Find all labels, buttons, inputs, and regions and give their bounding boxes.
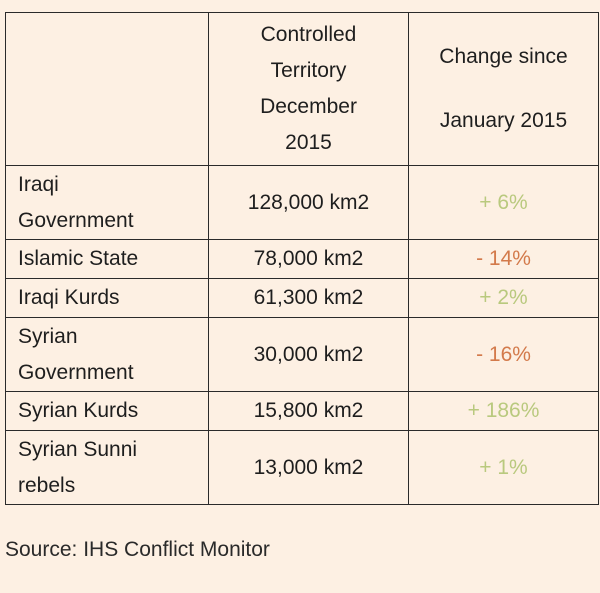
header-empty-cell	[5, 12, 209, 166]
header-col2-line: December	[260, 95, 357, 118]
row-name: Syrian Sunni rebels	[5, 430, 209, 505]
table-row: Syrian Government 30,000 km2 - 16%	[5, 317, 599, 392]
table-row: Iraqi Kurds 61,300 km2 + 2%	[5, 278, 599, 318]
row-name-line: Syrian Kurds	[18, 399, 139, 422]
row-name: Iraqi Kurds	[5, 278, 209, 318]
row-name-line: Iraqi	[18, 172, 59, 196]
row-change: + 6%	[408, 165, 599, 240]
row-name: Islamic State	[5, 239, 209, 279]
row-name-line: Syrian Sunni	[18, 437, 138, 461]
table-row: Islamic State 78,000 km2 - 14%	[5, 239, 599, 279]
header-change-since: Change since January 2015	[408, 12, 599, 166]
row-name-line: Government	[18, 360, 134, 384]
table-header-row: Controlled Territory December 2015 Chang…	[5, 12, 599, 166]
row-area: 30,000 km2	[208, 317, 409, 392]
row-change: - 14%	[408, 239, 599, 279]
header-col3-line: January 2015	[439, 109, 568, 132]
row-change: - 16%	[408, 317, 599, 392]
row-name-line: Syrian	[18, 324, 78, 348]
row-change: + 2%	[408, 278, 599, 318]
row-area: 128,000 km2	[208, 165, 409, 240]
row-name: Syrian Kurds	[5, 391, 209, 431]
row-name: Syrian Government	[5, 317, 209, 392]
row-area: 61,300 km2	[208, 278, 409, 318]
table-row: Syrian Kurds 15,800 km2 + 186%	[5, 391, 599, 431]
header-col2-line: 2015	[285, 131, 332, 154]
row-name-line: Iraqi Kurds	[18, 286, 120, 309]
row-name-line: Islamic State	[18, 247, 139, 270]
row-name-line: Government	[18, 208, 134, 232]
header-controlled-territory: Controlled Territory December 2015	[208, 12, 409, 166]
row-name-line: rebels	[18, 473, 76, 497]
territory-table: Controlled Territory December 2015 Chang…	[5, 12, 599, 505]
header-col2-line: Territory	[270, 59, 347, 82]
row-name: Iraqi Government	[5, 165, 209, 240]
source-note: Source: IHS Conflict Monitor	[5, 538, 270, 561]
table-row: Syrian Sunni rebels 13,000 km2 + 1%	[5, 430, 599, 505]
territory-table-container: Controlled Territory December 2015 Chang…	[5, 12, 599, 505]
header-col2-line: Controlled	[260, 23, 357, 46]
header-col3-line: Change since	[439, 45, 568, 68]
row-area: 15,800 km2	[208, 391, 409, 431]
row-change: + 186%	[408, 391, 599, 431]
table-row: Iraqi Government 128,000 km2 + 6%	[5, 165, 599, 240]
row-area: 13,000 km2	[208, 430, 409, 505]
row-area: 78,000 km2	[208, 239, 409, 279]
row-change: + 1%	[408, 430, 599, 505]
